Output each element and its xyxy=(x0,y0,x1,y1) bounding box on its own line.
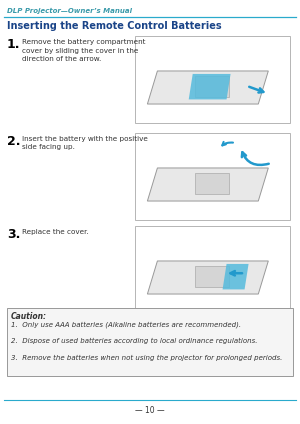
Polygon shape xyxy=(189,74,231,99)
Text: DLP Projector—Owner’s Manual: DLP Projector—Owner’s Manual xyxy=(7,8,132,14)
Bar xyxy=(7,308,293,376)
Bar xyxy=(135,36,290,123)
Bar xyxy=(135,133,290,220)
Bar xyxy=(195,266,229,287)
Text: 2.: 2. xyxy=(7,135,20,148)
Text: Replace the cover.: Replace the cover. xyxy=(22,229,89,235)
Bar xyxy=(135,226,290,313)
Polygon shape xyxy=(147,71,268,104)
Text: 2.  Dispose of used batteries according to local ordinance regulations.: 2. Dispose of used batteries according t… xyxy=(11,338,257,344)
Text: Remove the battery compartment
cover by sliding the cover in the
direction of th: Remove the battery compartment cover by … xyxy=(22,39,146,62)
Polygon shape xyxy=(147,168,268,201)
Text: 1.  Only use AAA batteries (Alkaline batteries are recommended).: 1. Only use AAA batteries (Alkaline batt… xyxy=(11,321,241,328)
Text: Insert the battery with the positive
side facing up.: Insert the battery with the positive sid… xyxy=(22,136,148,151)
Bar xyxy=(195,173,229,195)
Polygon shape xyxy=(223,264,249,290)
Text: — 10 —: — 10 — xyxy=(135,406,165,415)
Text: 1.: 1. xyxy=(7,38,20,51)
Text: 3.  Remove the batteries when not using the projector for prolonged periods.: 3. Remove the batteries when not using t… xyxy=(11,355,282,361)
Polygon shape xyxy=(147,261,268,294)
Text: Inserting the Remote Control Batteries: Inserting the Remote Control Batteries xyxy=(7,21,222,31)
Text: Caution:: Caution: xyxy=(11,312,47,321)
Bar xyxy=(195,76,229,98)
Text: 3.: 3. xyxy=(7,228,20,241)
